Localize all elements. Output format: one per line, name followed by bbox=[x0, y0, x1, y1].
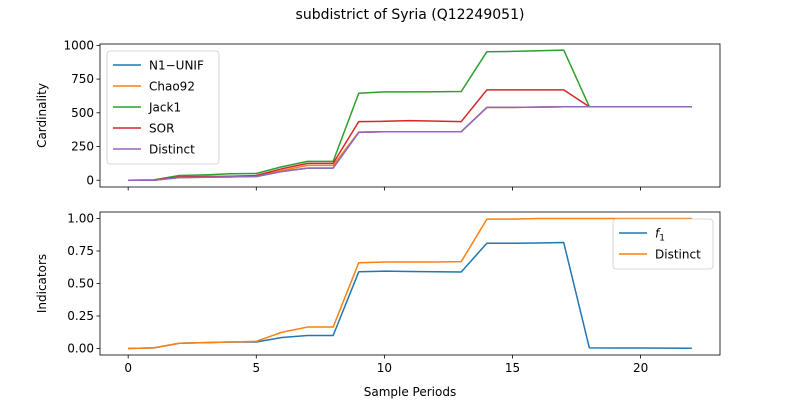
legend-label: Chao92 bbox=[149, 80, 195, 94]
cardinality-panel: 0 250 500 750 1000 Cardinality N1−UNIF Chao92 Ja… bbox=[35, 38, 721, 191]
x-tick-label: 20 bbox=[633, 361, 648, 375]
legend-label: Distinct bbox=[149, 143, 195, 157]
y-tick-label: 1.00 bbox=[67, 212, 94, 226]
y-tick-label: 0.75 bbox=[67, 244, 94, 258]
legend: f1 Distinct bbox=[612, 218, 714, 270]
legend-label: SOR bbox=[149, 122, 174, 136]
legend-label: N1−UNIF bbox=[149, 59, 204, 73]
series-line-1-1 bbox=[128, 217, 692, 350]
series-line-0-4 bbox=[128, 105, 692, 181]
y-tick-label: 750 bbox=[71, 72, 94, 86]
plot-frame bbox=[99, 43, 721, 188]
y-tick-label: 0.50 bbox=[67, 277, 94, 291]
y-tick-label: 250 bbox=[71, 140, 94, 154]
legend: N1−UNIF Chao92 Jack1 SOR Distinct bbox=[106, 50, 220, 165]
legend-box bbox=[612, 218, 714, 270]
y-tick-label: 0.25 bbox=[67, 309, 94, 323]
x-tick-label: 10 bbox=[377, 361, 392, 375]
legend-label: f1 bbox=[655, 227, 665, 244]
x-tick-label: 0 bbox=[124, 361, 132, 375]
indicators-panel: 0.00 0.25 0.50 0.75 1.00 0 5 10 15 20 Indicators f1… bbox=[35, 212, 721, 375]
y-axis-label: Indicators bbox=[35, 254, 49, 313]
figure-title: subdistrict of Syria (Q12249051) bbox=[296, 7, 525, 23]
legend-box bbox=[106, 50, 220, 165]
y-tick-label: 500 bbox=[71, 106, 94, 120]
legend-label: Distinct bbox=[655, 248, 701, 262]
series-line-1-0 bbox=[128, 241, 692, 350]
x-axis-label: Sample Periods bbox=[364, 385, 456, 399]
y-tick-label: 0 bbox=[86, 173, 94, 187]
y-axis-label: Cardinality bbox=[35, 83, 49, 148]
y-tick-label: 1000 bbox=[63, 38, 94, 52]
y-tick-label: 0.00 bbox=[67, 342, 94, 356]
x-tick-label: 15 bbox=[505, 361, 520, 375]
x-tick-label: 5 bbox=[252, 361, 260, 375]
legend-label: Jack1 bbox=[148, 101, 181, 115]
